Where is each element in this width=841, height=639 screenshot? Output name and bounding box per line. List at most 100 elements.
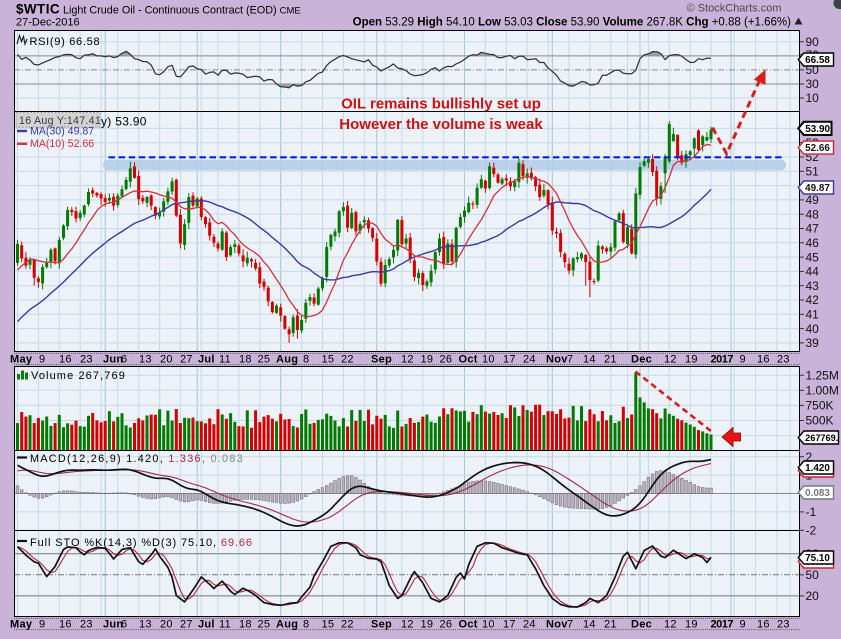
svg-text:46: 46 (806, 236, 820, 250)
svg-text:1.00M: 1.00M (806, 384, 839, 398)
svg-text:10: 10 (482, 353, 495, 365)
svg-text:9: 9 (39, 618, 45, 630)
svg-text:12: 12 (664, 353, 677, 365)
svg-text:13: 13 (139, 353, 152, 365)
svg-text:9: 9 (39, 353, 45, 365)
svg-text:19: 19 (685, 353, 698, 365)
svg-text:27: 27 (180, 618, 193, 630)
svg-text:24: 24 (523, 618, 536, 630)
svg-text:39: 39 (806, 336, 820, 350)
svg-text:Oct: Oct (459, 618, 478, 630)
svg-text:15: 15 (322, 353, 335, 365)
svg-text:Oct: Oct (459, 353, 478, 365)
svg-text:21: 21 (604, 618, 617, 630)
svg-text:49: 49 (806, 193, 820, 207)
svg-text:May: May (10, 618, 33, 630)
svg-text:42: 42 (806, 293, 820, 307)
svg-text:90: 90 (806, 35, 820, 49)
svg-text:18: 18 (239, 618, 252, 630)
svg-text:May: May (10, 353, 33, 365)
svg-text:y) 53.90: y) 53.90 (101, 115, 147, 129)
svg-text:9: 9 (740, 618, 746, 630)
svg-text:50: 50 (806, 568, 820, 582)
svg-text:30: 30 (806, 77, 820, 91)
svg-text:20: 20 (806, 589, 820, 603)
svg-text:Volume 267,769: Volume 267,769 (31, 370, 126, 382)
svg-text:11: 11 (219, 618, 231, 630)
svg-text:16: 16 (59, 353, 72, 365)
svg-text:-2: -2 (806, 524, 817, 538)
svg-text:500K: 500K (806, 414, 834, 428)
svg-text:26: 26 (440, 353, 453, 365)
svg-text:44: 44 (806, 265, 820, 279)
svg-text:13: 13 (139, 618, 152, 630)
svg-text:20: 20 (160, 353, 173, 365)
svg-text:14: 14 (583, 618, 596, 630)
svg-text:21: 21 (604, 353, 617, 365)
svg-text:8: 8 (303, 353, 309, 365)
svg-text:0.083: 0.083 (805, 488, 830, 499)
svg-text:23: 23 (80, 618, 93, 630)
svg-text:However the volume is weak: However the volume is weak (339, 116, 543, 133)
svg-text:20: 20 (160, 618, 173, 630)
svg-text:22: 22 (341, 618, 354, 630)
svg-text:Jul: Jul (198, 353, 215, 365)
svg-text:9: 9 (740, 353, 746, 365)
svg-text:15: 15 (322, 618, 335, 630)
svg-text:MA(30) 49.87: MA(30) 49.87 (30, 125, 94, 137)
svg-text:19: 19 (421, 353, 434, 365)
svg-text:750K: 750K (806, 399, 834, 413)
svg-text:27: 27 (180, 353, 193, 365)
svg-text:Dec: Dec (631, 618, 652, 630)
svg-text:19: 19 (421, 618, 434, 630)
svg-text:10: 10 (806, 91, 820, 105)
svg-text:6: 6 (121, 353, 127, 365)
svg-text:Full STO %K(14,3) %D(3) 75.10,: Full STO %K(14,3) %D(3) 75.10, 69.66 (30, 537, 253, 549)
svg-text:11: 11 (219, 353, 231, 365)
svg-text:75.10: 75.10 (805, 553, 830, 564)
svg-text:17: 17 (503, 353, 516, 365)
svg-text:52.66: 52.66 (805, 143, 830, 154)
svg-text:Jul: Jul (198, 618, 215, 630)
svg-text:Aug: Aug (276, 353, 298, 365)
svg-text:27-Dec-2016: 27-Dec-2016 (16, 17, 80, 29)
svg-text:Dec: Dec (631, 353, 652, 365)
svg-text:OIL remains bullishly set up: OIL remains bullishly set up (341, 96, 541, 113)
svg-text:Aug: Aug (276, 618, 298, 630)
svg-text:Nov: Nov (546, 353, 568, 365)
svg-text:23: 23 (777, 353, 790, 365)
svg-text:25: 25 (258, 618, 271, 630)
svg-text:41: 41 (806, 308, 820, 322)
svg-text:Sep: Sep (371, 353, 392, 365)
svg-text:25: 25 (258, 353, 271, 365)
svg-text:6: 6 (121, 618, 127, 630)
svg-text:18: 18 (239, 353, 252, 365)
svg-text:12: 12 (401, 618, 414, 630)
svg-text:17: 17 (503, 618, 516, 630)
svg-text:48: 48 (806, 207, 820, 221)
svg-text:23: 23 (777, 618, 790, 630)
svg-text:51: 51 (806, 165, 820, 179)
svg-text:16: 16 (757, 353, 770, 365)
svg-text:-1: -1 (806, 505, 817, 519)
svg-text:26: 26 (440, 618, 453, 630)
svg-text:45: 45 (806, 250, 820, 264)
svg-text:© StockCharts.com: © StockCharts.com (687, 3, 782, 15)
svg-text:7: 7 (567, 353, 573, 365)
svg-text:2017: 2017 (711, 353, 734, 365)
svg-text:43: 43 (806, 279, 820, 293)
svg-text:16: 16 (59, 618, 72, 630)
svg-text:RSI(9) 66.58: RSI(9) 66.58 (30, 36, 101, 48)
svg-text:Open 53.29 High 54.10 Low 53.0: Open 53.29 High 54.10 Low 53.03 Close 53… (353, 17, 792, 29)
svg-text:47: 47 (806, 222, 820, 236)
svg-text:16: 16 (757, 618, 770, 630)
svg-text:$WTIC Light Crude Oil - Contin: $WTIC Light Crude Oil - Continuous Contr… (16, 2, 301, 17)
svg-text:22: 22 (341, 353, 354, 365)
svg-text:66.58: 66.58 (805, 55, 830, 66)
svg-text:40: 40 (806, 322, 820, 336)
svg-text:10: 10 (482, 618, 495, 630)
svg-text:24: 24 (523, 353, 536, 365)
svg-text:14: 14 (583, 353, 596, 365)
svg-text:19: 19 (685, 618, 698, 630)
svg-text:Nov: Nov (546, 618, 568, 630)
